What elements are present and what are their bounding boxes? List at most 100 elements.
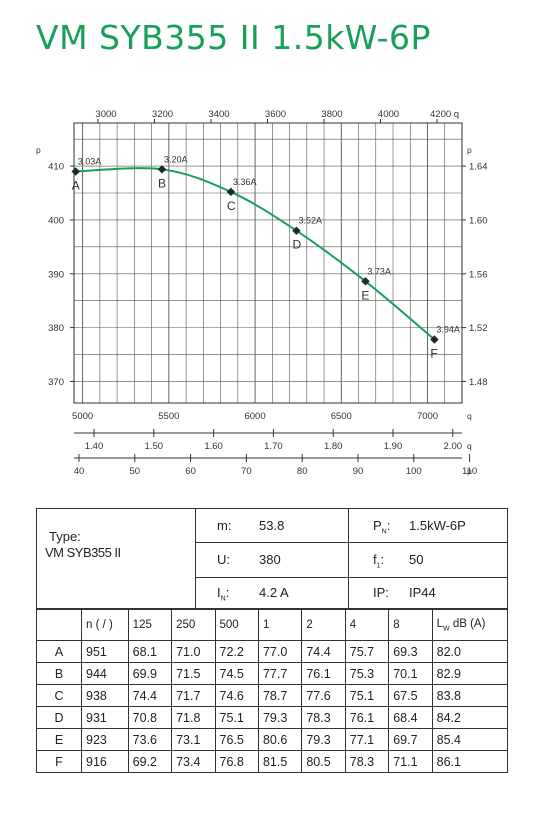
x-second-tick-label: 1.70 bbox=[264, 441, 283, 452]
x-primary-tick-label: 6500 bbox=[331, 411, 352, 422]
header-cell: 250 bbox=[171, 609, 216, 641]
table-cell: 931 bbox=[81, 706, 129, 729]
type-label: Type: bbox=[49, 529, 81, 544]
plot-frame bbox=[73, 122, 463, 404]
info-table: Type: VM SYB355 II m: 53.8 U: 380 IN: 4.… bbox=[36, 508, 508, 609]
table-row: D 931 70.8 71.8 75.1 79.3 78.3 76.1 68.4 84.2 bbox=[36, 706, 509, 729]
power-label: PN: bbox=[373, 518, 391, 536]
fan-curve-chart: 370 380 390 400 410 p 1.48 1.52 1.56 1.60 1.64 p 300… bbox=[36, 109, 488, 477]
point-current-label: 3.52A bbox=[298, 216, 322, 226]
x-second-tick-label: 1.50 bbox=[145, 441, 164, 452]
row-label: F bbox=[36, 750, 82, 773]
current-label: IN: bbox=[217, 585, 230, 603]
table-cell: 951 bbox=[81, 640, 129, 663]
y-left-axis-label: p bbox=[36, 145, 41, 155]
type-value: VM SYB355 II bbox=[45, 545, 121, 560]
table-cell: 74.4 bbox=[127, 684, 173, 707]
table-cell: 77.7 bbox=[257, 662, 303, 685]
y-left-tick-label: 390 bbox=[48, 269, 64, 280]
point-letter-label: F bbox=[430, 346, 437, 360]
point-current-label: 3.73A bbox=[367, 266, 391, 276]
point-letter-label: D bbox=[292, 238, 301, 252]
x-third-tick-label: 80 bbox=[297, 466, 308, 477]
table-cell: 81.5 bbox=[257, 750, 303, 773]
x-top-tick-label: 3000 bbox=[95, 109, 116, 120]
x-primary-axis-label: q bbox=[467, 411, 472, 421]
table-cell: 86.1 bbox=[431, 750, 509, 773]
table-cell: 72.2 bbox=[214, 640, 259, 663]
data-point bbox=[292, 226, 301, 235]
row-label: C bbox=[36, 684, 82, 707]
point-letter-label: E bbox=[361, 288, 369, 302]
table-cell: 69.3 bbox=[388, 640, 433, 663]
header-cell: 125 bbox=[127, 609, 173, 641]
power-value: 1.5kW-6P bbox=[409, 518, 466, 533]
table-cell: 82.0 bbox=[431, 640, 509, 663]
mass-value: 53.8 bbox=[259, 518, 285, 533]
point-current-label: 3.36A bbox=[233, 177, 257, 187]
table-cell: 71.0 bbox=[171, 640, 216, 663]
point-letter-label: B bbox=[158, 176, 166, 190]
table-header-row: n ( / ) 125 250 500 1 2 4 8 LW dB (A) bbox=[36, 609, 509, 641]
x-primary-tick-label: 7000 bbox=[417, 411, 438, 422]
x-second-tick-label: 2.00 bbox=[444, 441, 463, 452]
table-cell: 71.8 bbox=[171, 706, 216, 729]
header-cell: n ( / ) bbox=[81, 609, 129, 641]
x-top-tick-label: 3800 bbox=[321, 109, 342, 120]
table-cell: 76.1 bbox=[301, 662, 346, 685]
point-current-label: 3.20A bbox=[164, 154, 188, 164]
y-right-tick-label: 1.48 bbox=[469, 377, 488, 388]
table-cell: 70.1 bbox=[388, 662, 433, 685]
x-primary-tick-label: 6000 bbox=[244, 411, 265, 422]
header-cell: 8 bbox=[388, 609, 433, 641]
x-third-tick-label: 40 bbox=[74, 466, 85, 477]
data-point bbox=[226, 187, 236, 197]
x-top-tick-label: 3600 bbox=[265, 109, 286, 120]
table-row: A 951 68.1 71.0 72.2 77.0 74.4 75.7 69.3 82.0 bbox=[36, 640, 509, 663]
voltage-label: U: bbox=[217, 552, 230, 567]
table-row: B 944 69.9 71.5 74.5 77.7 76.1 75.3 70.1 82.9 bbox=[36, 662, 509, 685]
row-label: D bbox=[36, 706, 82, 729]
table-cell: 73.6 bbox=[127, 728, 173, 751]
grid-lines bbox=[74, 123, 462, 403]
x-primary-tick-label: 5500 bbox=[158, 411, 179, 422]
data-series: 3.03A A 3.20A B 3.36A C 3.52A D 3.73A E 3.94A F bbox=[71, 154, 460, 360]
table-cell: 74.5 bbox=[214, 662, 259, 685]
x-second-tick-label: 1.80 bbox=[324, 441, 343, 452]
x-second-axis-label: q bbox=[467, 441, 472, 451]
voltage-value: 380 bbox=[259, 552, 281, 567]
table-cell: 69.9 bbox=[127, 662, 173, 685]
y-right-axis-label: p bbox=[467, 145, 472, 155]
data-point bbox=[361, 277, 370, 286]
row-label: E bbox=[36, 728, 82, 751]
table-cell: 83.8 bbox=[431, 684, 509, 707]
table-row: C 938 74.4 71.7 74.6 78.7 77.6 75.1 67.5 83.8 bbox=[36, 684, 509, 707]
x-second-tick-label: 1.90 bbox=[384, 441, 403, 452]
x-third-tick-label: 60 bbox=[185, 466, 196, 477]
table-cell: 75.7 bbox=[344, 640, 390, 663]
y-right-tick-label: 1.64 bbox=[469, 162, 488, 173]
table-row: E 923 73.6 73.1 76.5 80.6 79.3 77.1 69.7 85.4 bbox=[36, 728, 509, 751]
y-right-tick-label: 1.56 bbox=[469, 269, 488, 280]
series-line bbox=[75, 167, 436, 341]
header-cell: LW dB (A) bbox=[431, 609, 509, 641]
y-left-tick-label: 370 bbox=[48, 377, 64, 388]
header-cell: 500 bbox=[214, 609, 259, 641]
x-third-tick-label: 70 bbox=[241, 466, 252, 477]
table-cell: 77.0 bbox=[257, 640, 303, 663]
table-cell: 77.1 bbox=[344, 728, 390, 751]
x-primary-tick-label: 5000 bbox=[72, 411, 93, 422]
table-cell: 78.7 bbox=[257, 684, 303, 707]
sound-data-table: n ( / ) 125 250 500 1 2 4 8 LW dB (A) A 951 68.1 71.… bbox=[36, 609, 509, 773]
table-cell: 73.4 bbox=[171, 750, 216, 773]
row-label: B bbox=[36, 662, 82, 685]
x-second-tick-label: 1.40 bbox=[85, 441, 104, 452]
ip-value: IP44 bbox=[409, 585, 436, 600]
data-point bbox=[157, 165, 167, 174]
table-cell: 75.1 bbox=[344, 684, 390, 707]
x-second-tick-label: 1.60 bbox=[204, 441, 223, 452]
x-third-axis-label: p bbox=[467, 466, 472, 476]
table-cell: 71.5 bbox=[171, 662, 216, 685]
x-top-tick-label: 3400 bbox=[208, 109, 229, 120]
x-third-tick-label: 90 bbox=[353, 466, 364, 477]
